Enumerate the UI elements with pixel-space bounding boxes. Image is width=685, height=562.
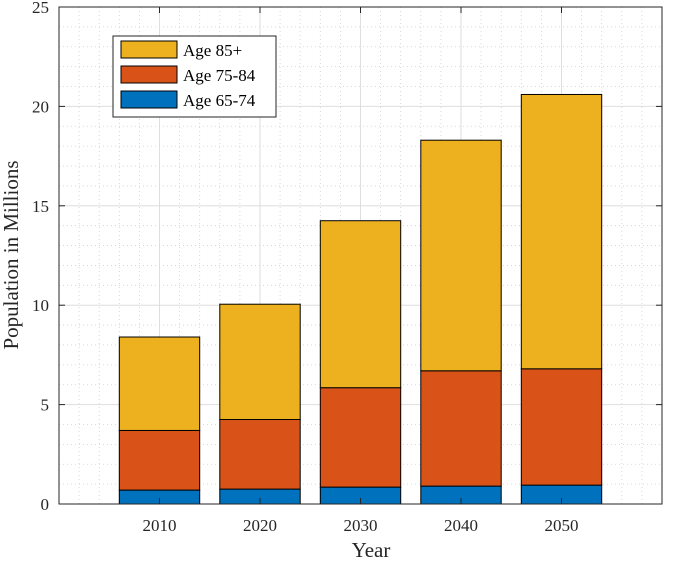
bar-age-75-84-2040: [420, 370, 502, 487]
legend: Age 85+ Age 75-84 Age 65-74: [112, 35, 277, 118]
bar-age-75-84-2020: [219, 419, 301, 490]
legend-swatch: [120, 90, 178, 109]
y-ticks: 0 5 10 15 20 25: [32, 0, 662, 514]
y-axis-label: Population in Millions: [0, 160, 23, 349]
y-tick-label: 20: [32, 97, 49, 116]
legend-swatch: [120, 65, 178, 84]
bar-age-85-2040: [420, 139, 502, 372]
y-tick-label: 10: [32, 296, 49, 315]
x-tick-label: 2040: [444, 516, 478, 535]
bar-age-75-84-2010: [118, 429, 201, 491]
x-tick-label: 2030: [344, 516, 378, 535]
x-tick-label: 2020: [243, 516, 277, 535]
x-ticks: 2010 2020 2030 2040 2050: [143, 7, 579, 535]
bar-age-85-2010: [118, 336, 201, 431]
y-tick-label: 25: [32, 0, 49, 17]
bar-age-85-2020: [219, 303, 301, 421]
legend-label: Age 65-74: [183, 91, 256, 110]
legend-label: Age 85+: [183, 41, 242, 60]
bar-age-85-2030: [319, 220, 402, 389]
x-axis-label: Year: [352, 538, 391, 562]
bar-age-85-2050: [520, 93, 603, 370]
bars: [118, 93, 603, 505]
bar-age-75-84-2050: [520, 368, 603, 486]
legend-label: Age 75-84: [183, 66, 256, 85]
bar-age-75-84-2030: [319, 387, 402, 488]
y-tick-label: 15: [32, 197, 49, 216]
legend-swatch: [120, 40, 178, 59]
x-tick-label: 2050: [545, 516, 579, 535]
y-tick-label: 5: [41, 396, 50, 415]
y-tick-label: 0: [41, 495, 50, 514]
x-tick-label: 2010: [143, 516, 177, 535]
